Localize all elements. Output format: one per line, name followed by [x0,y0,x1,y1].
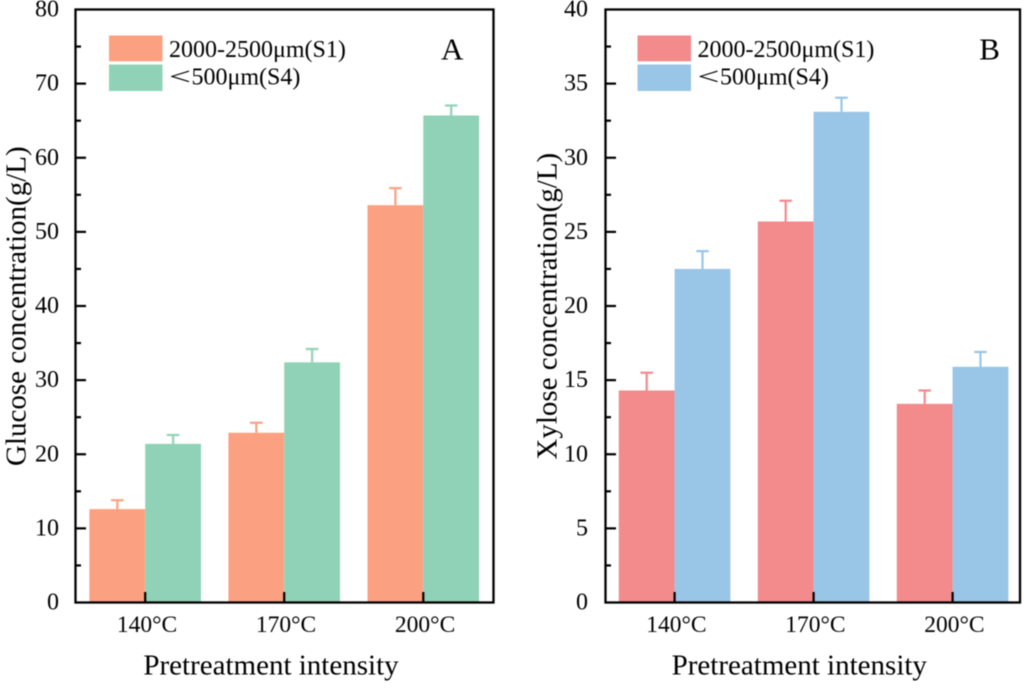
svg-text:0: 0 [576,590,588,616]
svg-text:Pretreatment intensity: Pretreatment intensity [672,650,928,682]
svg-text:<: < [169,63,191,90]
svg-text:2000-2500μm(S1): 2000-2500μm(S1) [169,37,346,63]
svg-text:15: 15 [564,367,588,393]
svg-text:170°C: 170°C [256,612,316,638]
svg-text:200°C: 200°C [395,612,455,638]
svg-text:30: 30 [564,145,588,171]
svg-text:10: 10 [564,441,588,467]
svg-text:2000-2500μm(S1): 2000-2500μm(S1) [698,37,875,63]
svg-text:20: 20 [35,441,59,467]
svg-text:Xylose concentration(g/L): Xylose concentration(g/L) [532,153,564,460]
svg-text:80: 80 [35,0,59,23]
svg-text:<: < [698,63,720,90]
svg-text:30: 30 [35,367,59,393]
svg-text:Pretreatment intensity: Pretreatment intensity [143,650,399,682]
svg-text:200°C: 200°C [924,612,984,638]
svg-text:500μm(S4): 500μm(S4) [720,65,829,91]
svg-text:B: B [979,32,1000,67]
svg-text:35: 35 [564,71,588,97]
svg-text:20: 20 [564,293,588,319]
svg-text:0: 0 [47,590,59,616]
svg-text:50: 50 [35,219,59,245]
svg-text:5: 5 [576,515,588,541]
svg-text:10: 10 [35,515,59,541]
svg-text:40: 40 [564,0,588,23]
svg-text:140°C: 140°C [646,612,706,638]
svg-text:140°C: 140°C [117,612,177,638]
svg-text:40: 40 [35,293,59,319]
svg-text:170°C: 170°C [785,612,845,638]
svg-text:A: A [441,32,464,67]
svg-text:70: 70 [35,71,59,97]
svg-text:Glucose concentration(g/L): Glucose concentration(g/L) [0,146,32,466]
svg-text:60: 60 [35,145,59,171]
svg-text:500μm(S4): 500μm(S4) [192,65,301,91]
svg-text:25: 25 [564,219,588,245]
